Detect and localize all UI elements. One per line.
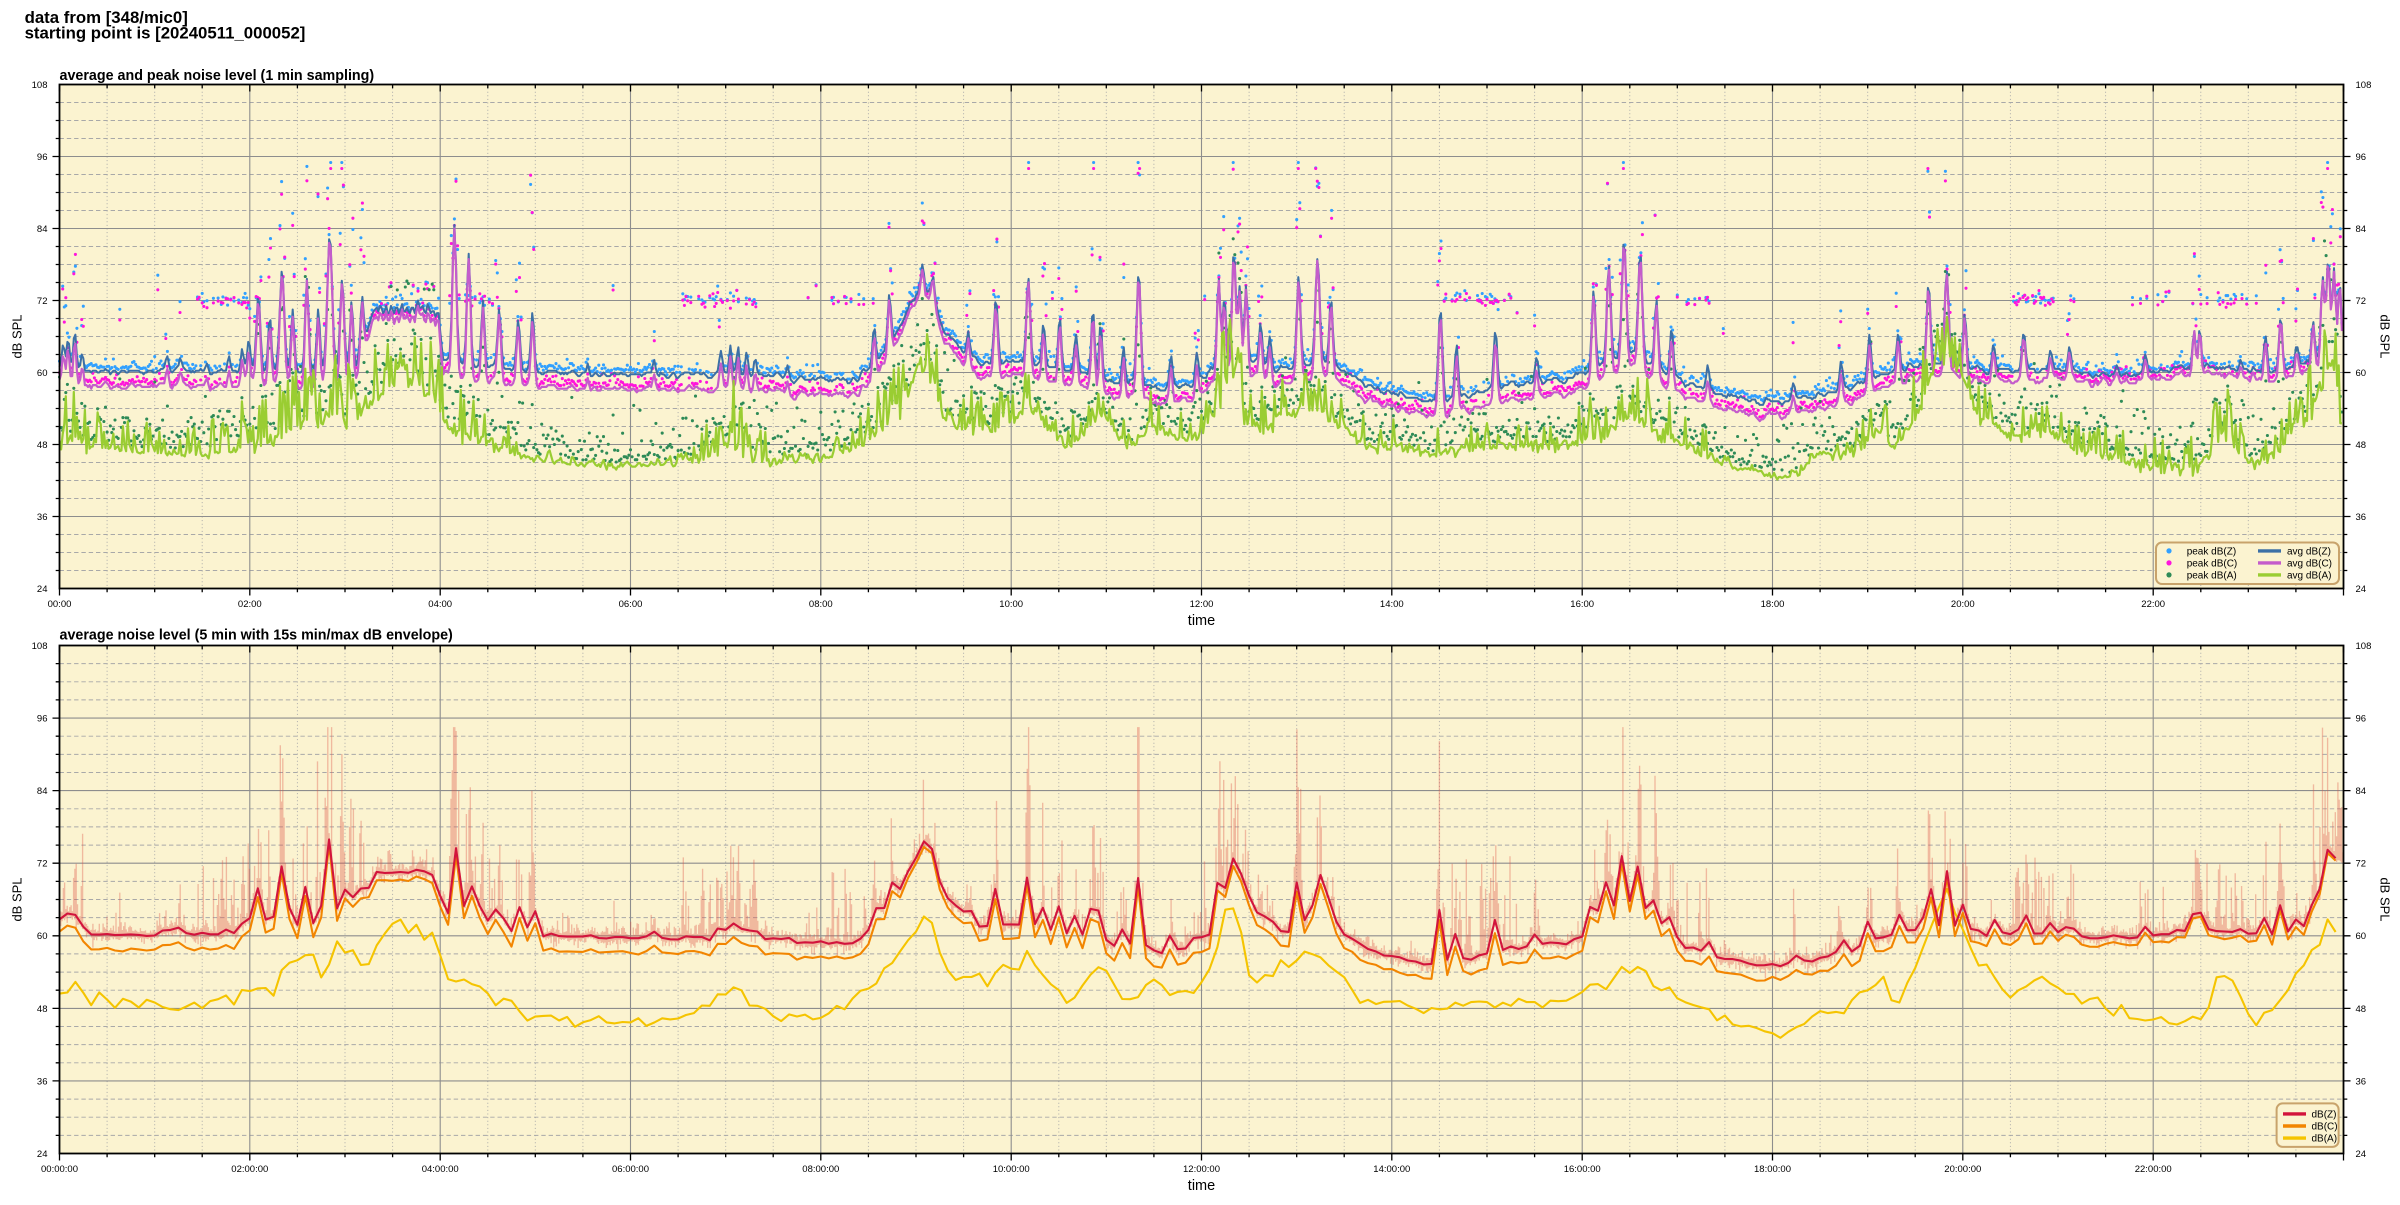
svg-text:24: 24 xyxy=(37,584,48,595)
svg-text:36: 36 xyxy=(2356,1076,2367,1087)
svg-text:20:00:00: 20:00:00 xyxy=(1944,1164,1981,1175)
svg-text:72: 72 xyxy=(2356,296,2367,307)
svg-text:02:00:00: 02:00:00 xyxy=(231,1164,268,1175)
svg-text:data from [348/mic0]: data from [348/mic0] xyxy=(25,8,188,27)
svg-text:96: 96 xyxy=(2356,714,2367,725)
svg-text:06:00: 06:00 xyxy=(619,599,643,610)
svg-text:00:00:00: 00:00:00 xyxy=(41,1164,78,1175)
svg-text:04:00: 04:00 xyxy=(428,599,452,610)
svg-text:24: 24 xyxy=(2356,584,2367,595)
svg-text:peak dB(A): peak dB(A) xyxy=(2187,570,2237,581)
svg-text:dB SPL: dB SPL xyxy=(2378,877,2393,921)
svg-text:02:00: 02:00 xyxy=(238,599,262,610)
svg-text:72: 72 xyxy=(2356,859,2367,870)
svg-text:dB(C): dB(C) xyxy=(2312,1122,2338,1133)
svg-text:14:00: 14:00 xyxy=(1380,599,1404,610)
svg-text:14:00:00: 14:00:00 xyxy=(1373,1164,1410,1175)
svg-text:96: 96 xyxy=(37,152,48,163)
svg-text:18:00:00: 18:00:00 xyxy=(1754,1164,1791,1175)
svg-text:108: 108 xyxy=(2356,641,2372,652)
svg-text:18:00: 18:00 xyxy=(1761,599,1785,610)
svg-text:60: 60 xyxy=(2356,368,2367,379)
svg-text:average noise level (5 min wit: average noise level (5 min with 15s min/… xyxy=(60,628,454,644)
svg-text:24: 24 xyxy=(37,1149,48,1160)
svg-text:04:00:00: 04:00:00 xyxy=(422,1164,459,1175)
svg-text:peak dB(Z): peak dB(Z) xyxy=(2187,546,2236,557)
svg-text:dB(Z): dB(Z) xyxy=(2312,1109,2337,1120)
svg-text:60: 60 xyxy=(37,931,48,942)
svg-text:84: 84 xyxy=(37,786,48,797)
svg-text:12:00:00: 12:00:00 xyxy=(1183,1164,1220,1175)
svg-text:36: 36 xyxy=(37,1076,48,1087)
svg-text:108: 108 xyxy=(2356,80,2372,91)
svg-text:96: 96 xyxy=(37,714,48,725)
svg-text:10:00: 10:00 xyxy=(999,599,1023,610)
svg-text:06:00:00: 06:00:00 xyxy=(612,1164,649,1175)
svg-text:20:00: 20:00 xyxy=(1951,599,1975,610)
svg-text:72: 72 xyxy=(37,296,48,307)
svg-text:dB(A): dB(A) xyxy=(2312,1134,2338,1145)
svg-text:36: 36 xyxy=(2356,512,2367,523)
svg-text:24: 24 xyxy=(2356,1149,2367,1160)
svg-text:84: 84 xyxy=(2356,224,2367,235)
svg-text:72: 72 xyxy=(37,859,48,870)
svg-text:16:00:00: 16:00:00 xyxy=(1564,1164,1601,1175)
svg-text:84: 84 xyxy=(2356,786,2367,797)
svg-text:08:00:00: 08:00:00 xyxy=(802,1164,839,1175)
svg-text:00:00: 00:00 xyxy=(48,599,72,610)
svg-text:starting point is [20240511_00: starting point is [20240511_000052] xyxy=(25,24,306,43)
svg-text:12:00: 12:00 xyxy=(1190,599,1214,610)
svg-text:average and peak noise level (: average and peak noise level (1 min samp… xyxy=(60,68,375,84)
svg-text:96: 96 xyxy=(2356,152,2367,163)
svg-text:avg dB(C): avg dB(C) xyxy=(2287,558,2332,569)
svg-text:10:00:00: 10:00:00 xyxy=(993,1164,1030,1175)
svg-text:48: 48 xyxy=(37,440,48,451)
svg-text:60: 60 xyxy=(37,368,48,379)
svg-text:time: time xyxy=(1188,1178,1215,1194)
svg-text:60: 60 xyxy=(2356,931,2367,942)
svg-text:48: 48 xyxy=(2356,440,2367,451)
svg-text:22:00: 22:00 xyxy=(2141,599,2165,610)
svg-text:avg dB(A): avg dB(A) xyxy=(2287,570,2331,581)
svg-text:36: 36 xyxy=(37,512,48,523)
svg-text:22:00:00: 22:00:00 xyxy=(2135,1164,2172,1175)
svg-text:08:00: 08:00 xyxy=(809,599,833,610)
svg-text:48: 48 xyxy=(2356,1004,2367,1015)
svg-text:108: 108 xyxy=(32,641,48,652)
svg-text:avg dB(Z): avg dB(Z) xyxy=(2287,546,2331,557)
svg-text:peak dB(C): peak dB(C) xyxy=(2187,558,2238,569)
svg-text:dB SPL: dB SPL xyxy=(2378,314,2393,358)
svg-text:time: time xyxy=(1188,613,1215,629)
svg-text:dB SPL: dB SPL xyxy=(10,314,25,358)
svg-text:48: 48 xyxy=(37,1004,48,1015)
svg-text:108: 108 xyxy=(32,80,48,91)
svg-text:84: 84 xyxy=(37,224,48,235)
svg-text:16:00: 16:00 xyxy=(1570,599,1594,610)
svg-text:dB SPL: dB SPL xyxy=(10,877,25,921)
